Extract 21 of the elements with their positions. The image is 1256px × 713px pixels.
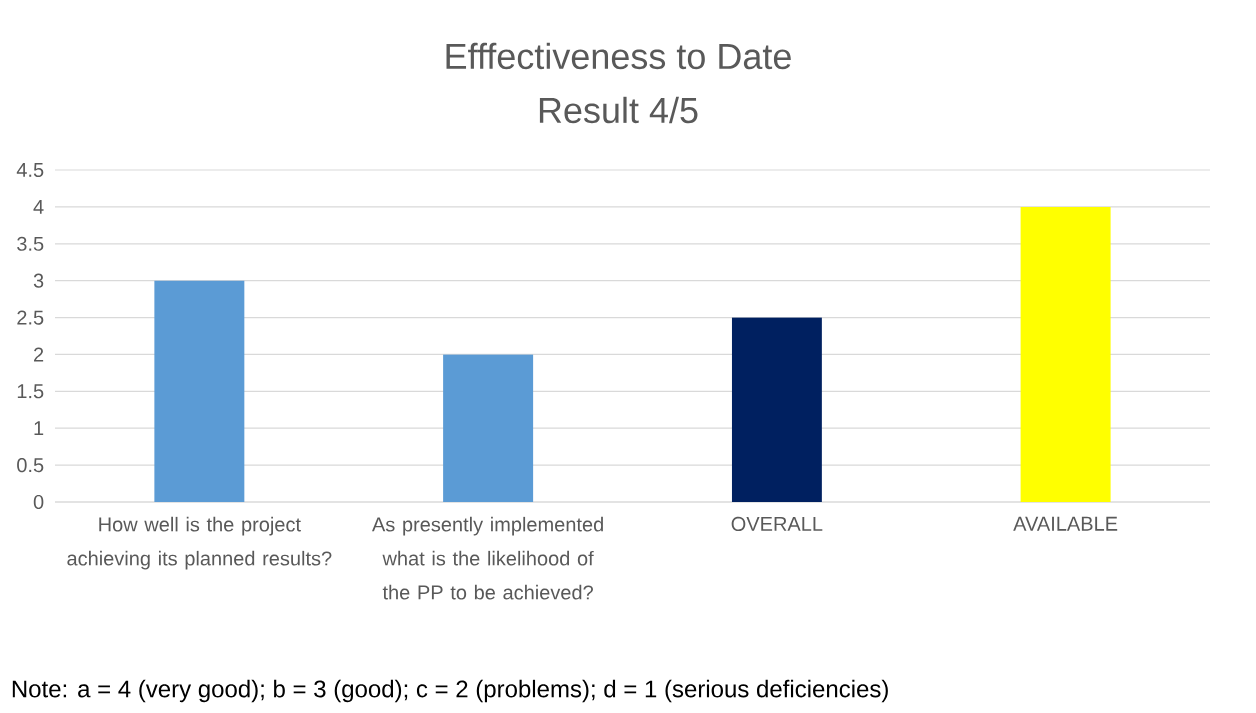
y-tick-label: 2	[34, 347, 44, 362]
y-tick-label: 1	[34, 421, 44, 436]
bar	[154, 280, 245, 502]
bar	[731, 317, 822, 502]
y-tick-label: 0	[33, 494, 44, 510]
x-tick-label: OVERALL	[731, 516, 823, 532]
y-tick-label: 4.5	[16, 163, 44, 177]
y-tick-label: 3	[33, 273, 44, 288]
y-tick-label: 4	[33, 200, 44, 214]
x-tick-label: AVAILABLE	[1013, 516, 1118, 531]
y-tick-label: 0.5	[17, 458, 44, 473]
y-tick-label: 1.5	[17, 384, 44, 399]
y-tick-label: 2.5	[17, 310, 44, 325]
chart-title: Efffectiveness to Date	[446, 42, 791, 70]
chart-subtitle: Result 4/5	[539, 96, 698, 124]
bar	[1020, 206, 1111, 502]
x-tick-label: How well is the project achieving its planned results?	[67, 516, 332, 570]
y-tick-label: 3.5	[17, 236, 44, 251]
x-tick-label: As presently implemented what is the likelihood of the PP to be achieved?	[371, 516, 603, 600]
text: Note: a = 4 (very good); b = 3 (good); c = 2 (problems); d = 1 (serious deficiencies)	[12, 679, 888, 703]
bar	[443, 354, 534, 502]
